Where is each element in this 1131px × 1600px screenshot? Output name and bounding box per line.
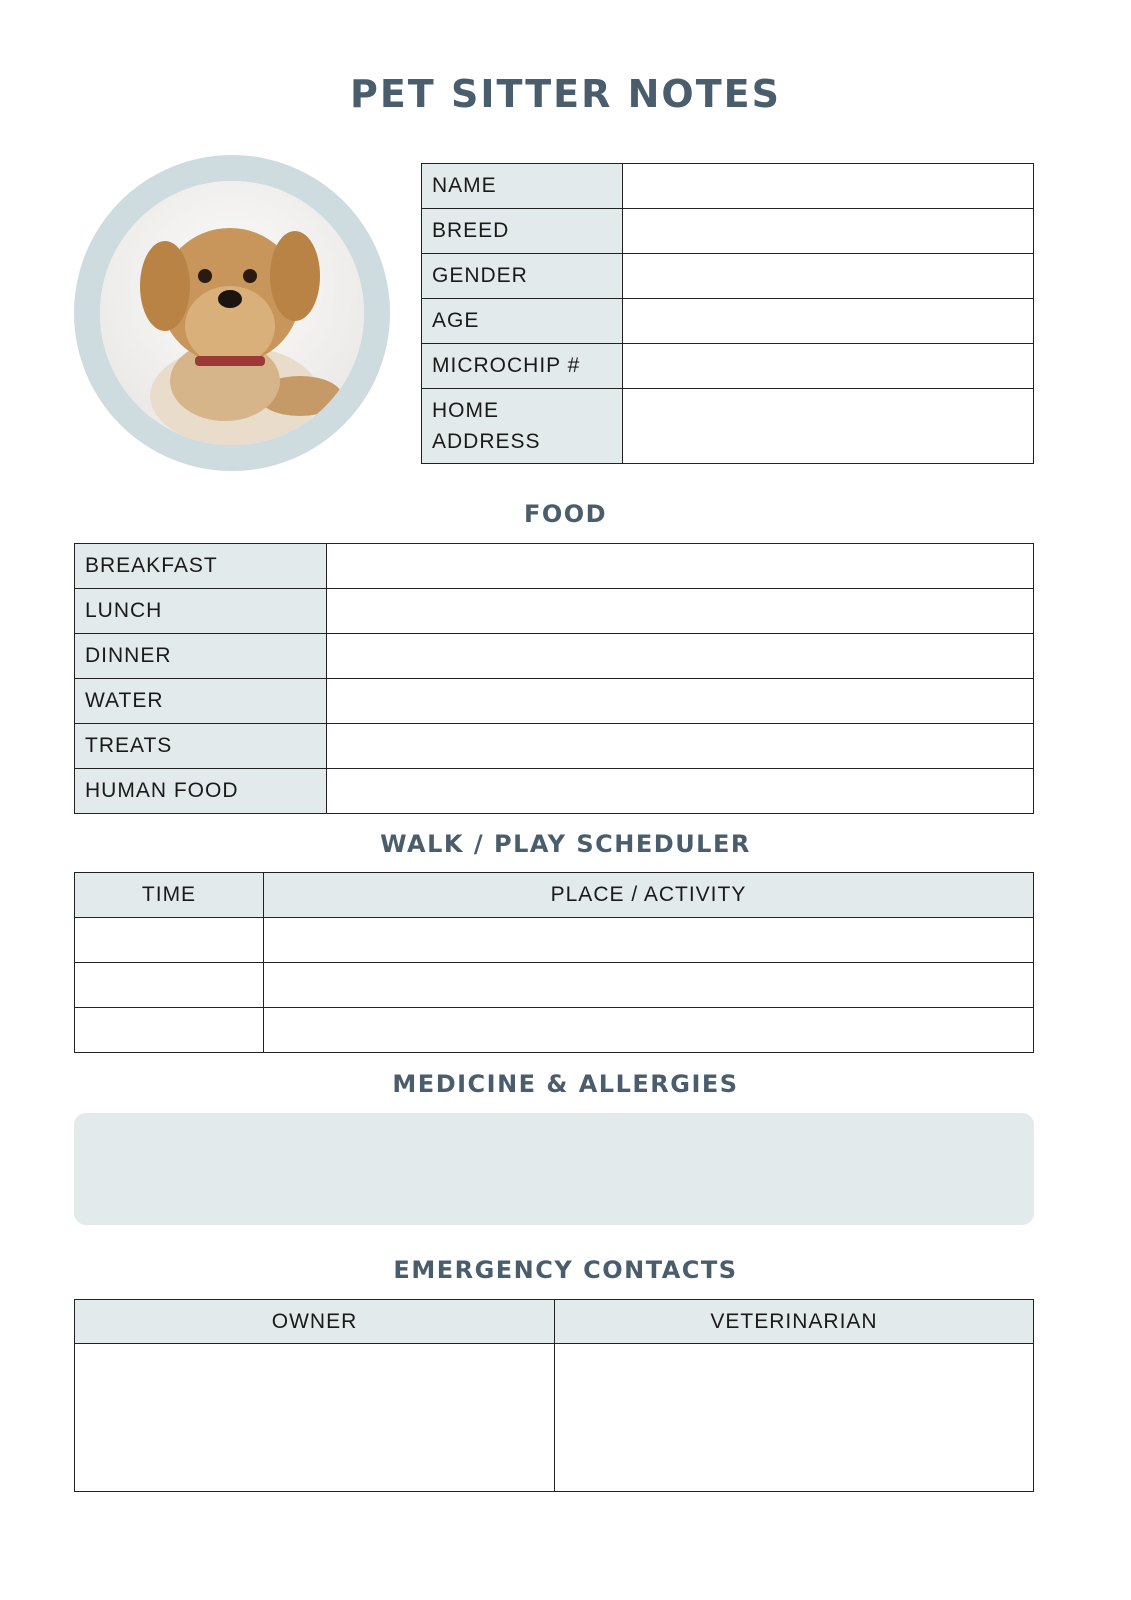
activity-field[interactable] <box>263 917 1034 963</box>
microchip-label: MICROCHIP # <box>421 343 623 389</box>
treats-field[interactable] <box>326 723 1034 769</box>
dinner-field[interactable] <box>326 633 1034 679</box>
medicine-heading: MEDICINE & ALLERGIES <box>392 1070 739 1098</box>
gender-label: GENDER <box>421 253 623 299</box>
breed-field[interactable] <box>622 208 1034 254</box>
owner-field[interactable] <box>74 1343 555 1492</box>
breed-label: BREED <box>421 208 623 254</box>
activity-field[interactable] <box>263 962 1034 1008</box>
table-row: LUNCH <box>74 588 1034 634</box>
time-header: TIME <box>74 872 264 918</box>
table-row: BREAKFAST <box>74 543 1034 589</box>
table-row: GENDER <box>421 253 1034 299</box>
walk-table: TIME PLACE / ACTIVITY <box>74 872 1034 1053</box>
table-row <box>74 1007 1034 1053</box>
table-row: WATER <box>74 678 1034 724</box>
time-field[interactable] <box>74 1007 264 1053</box>
age-label: AGE <box>421 298 623 344</box>
name-field[interactable] <box>622 163 1034 209</box>
breakfast-field[interactable] <box>326 543 1034 589</box>
water-label: WATER <box>74 678 327 724</box>
human-food-field[interactable] <box>326 768 1034 814</box>
lunch-label: LUNCH <box>74 588 327 634</box>
walk-heading: WALK / PLAY SCHEDULER <box>380 830 751 858</box>
dinner-label: DINNER <box>74 633 327 679</box>
table-row: TREATS <box>74 723 1034 769</box>
gender-field[interactable] <box>622 253 1034 299</box>
home-address-field[interactable] <box>622 388 1034 464</box>
home-address-label: HOME ADDRESS <box>421 388 623 464</box>
table-row: BREED <box>421 208 1034 254</box>
table-row <box>74 962 1034 1008</box>
microchip-field[interactable] <box>622 343 1034 389</box>
table-header-row: OWNER VETERINARIAN <box>74 1299 1034 1344</box>
human-food-label: HUMAN FOOD <box>74 768 327 814</box>
time-field[interactable] <box>74 917 264 963</box>
veterinarian-header: VETERINARIAN <box>554 1299 1034 1344</box>
emergency-table: OWNER VETERINARIAN <box>74 1299 1034 1492</box>
table-row: AGE <box>421 298 1034 344</box>
age-field[interactable] <box>622 298 1034 344</box>
table-row: HOME ADDRESS <box>421 388 1034 464</box>
water-field[interactable] <box>326 678 1034 724</box>
veterinarian-field[interactable] <box>554 1343 1034 1492</box>
place-activity-header: PLACE / ACTIVITY <box>263 872 1034 918</box>
table-row <box>74 1343 1034 1492</box>
table-header-row: TIME PLACE / ACTIVITY <box>74 872 1034 918</box>
owner-header: OWNER <box>74 1299 555 1344</box>
breakfast-label: BREAKFAST <box>74 543 327 589</box>
emergency-heading: EMERGENCY CONTACTS <box>393 1256 738 1284</box>
table-row: NAME <box>421 163 1034 209</box>
lunch-field[interactable] <box>326 588 1034 634</box>
table-row <box>74 917 1034 963</box>
food-table: BREAKFAST LUNCH DINNER WATER TREATS HUMA… <box>74 543 1034 814</box>
dog-photo-icon <box>100 181 364 445</box>
time-field[interactable] <box>74 962 264 1008</box>
name-label: NAME <box>421 163 623 209</box>
activity-field[interactable] <box>263 1007 1034 1053</box>
treats-label: TREATS <box>74 723 327 769</box>
food-heading: FOOD <box>523 500 608 528</box>
pet-info-table: NAME BREED GENDER AGE MICROCHIP # HOME A… <box>421 163 1034 464</box>
medicine-notes-field[interactable] <box>74 1113 1034 1225</box>
table-row: MICROCHIP # <box>421 343 1034 389</box>
table-row: DINNER <box>74 633 1034 679</box>
table-row: HUMAN FOOD <box>74 768 1034 814</box>
page-title: PET SITTER NOTES <box>350 72 781 116</box>
